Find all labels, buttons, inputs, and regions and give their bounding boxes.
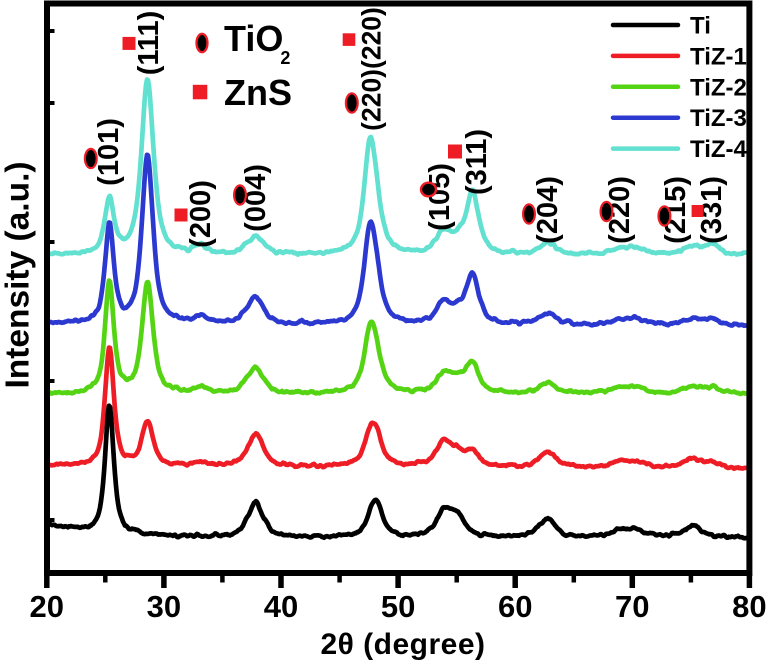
svg-text:70: 70 [615,589,649,624]
svg-text:20: 20 [30,589,64,624]
svg-text:80: 80 [732,589,766,624]
svg-text:Ti: Ti [690,13,711,40]
svg-text:(101): (101) [93,118,125,186]
svg-text:ZnS: ZnS [224,72,292,113]
svg-text:TiZ-4: TiZ-4 [690,136,748,163]
svg-text:Intensity (a.u.): Intensity (a.u.) [0,161,37,388]
svg-text:TiZ-1: TiZ-1 [690,43,747,70]
svg-text:(204): (204) [532,176,564,244]
svg-text:2θ (degree): 2θ (degree) [320,628,485,661]
svg-text:(111): (111) [133,11,165,76]
svg-text:30: 30 [147,589,181,624]
svg-text:(220)(220): (220)(220) [357,7,387,131]
svg-text:TiZ-2: TiZ-2 [690,74,747,101]
svg-text:TiZ-3: TiZ-3 [690,105,747,132]
svg-text:60: 60 [498,589,532,624]
svg-text:50: 50 [381,589,415,624]
svg-text:40: 40 [264,589,298,624]
svg-text:(311): (311) [461,129,493,195]
svg-text:(200): (200) [185,180,217,248]
